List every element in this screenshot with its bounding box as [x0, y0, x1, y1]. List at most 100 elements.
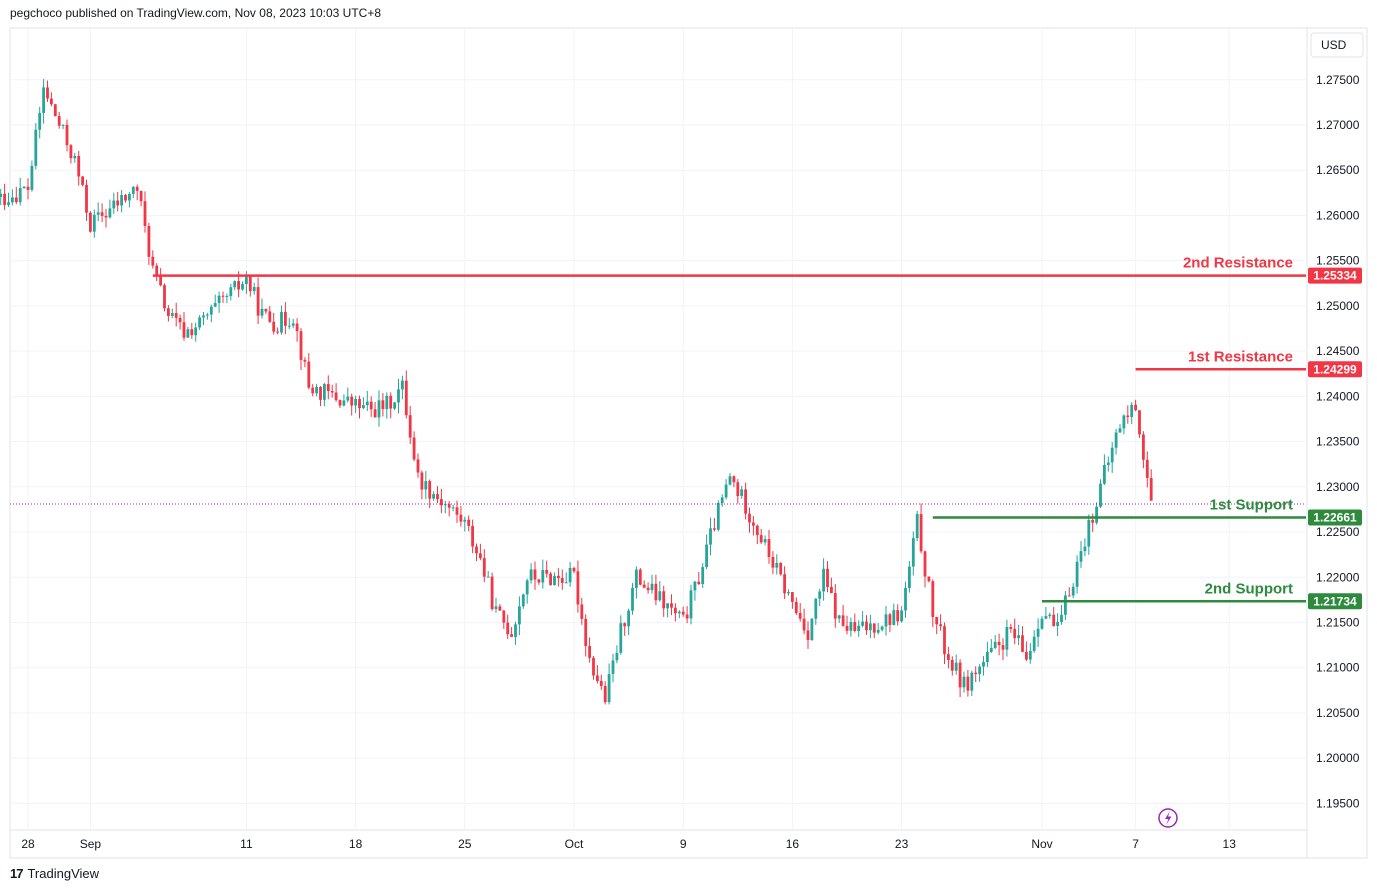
2nd-resistance-label: 2nd Resistance	[1183, 255, 1293, 272]
candle	[1060, 604, 1063, 625]
candle	[96, 202, 100, 221]
candle	[759, 529, 763, 545]
candle	[291, 318, 295, 329]
1st-resistance-value: 1.24299	[1313, 362, 1357, 376]
candle	[1025, 641, 1028, 662]
candle	[752, 516, 755, 536]
2nd-support-label: 2nd Support	[1205, 580, 1293, 597]
candle	[915, 510, 919, 542]
candle	[346, 387, 350, 403]
candle	[1114, 428, 1118, 455]
candle	[943, 622, 946, 664]
price-tick-label: 1.20500	[1316, 706, 1360, 720]
candle	[1048, 612, 1052, 619]
candle	[884, 605, 888, 636]
candle	[798, 602, 802, 622]
candle	[1028, 642, 1032, 664]
candle	[432, 491, 435, 501]
candle	[896, 604, 900, 626]
candle	[486, 571, 490, 578]
candle	[221, 291, 225, 303]
candle	[666, 603, 669, 618]
candle	[662, 585, 666, 617]
candle	[814, 597, 818, 625]
candle	[849, 617, 853, 637]
candle	[463, 516, 467, 532]
candle	[416, 453, 420, 478]
candle	[120, 190, 123, 213]
candle	[490, 572, 494, 611]
candle	[100, 203, 104, 222]
lightning-icon[interactable]	[1158, 808, 1178, 828]
candle	[564, 572, 568, 584]
candle	[966, 669, 970, 697]
candle	[810, 617, 814, 641]
candle	[779, 562, 783, 576]
candle	[256, 277, 260, 325]
candle	[287, 317, 291, 330]
candle	[958, 659, 962, 698]
candle	[1036, 618, 1040, 648]
candle	[143, 191, 147, 233]
candle	[131, 186, 135, 199]
candle	[108, 199, 112, 219]
candle	[428, 479, 432, 508]
price-axis[interactable]: 1.27500 1.27000 1.26500 1.26000 1.25500 1.250…	[1316, 73, 1360, 811]
candle	[385, 392, 389, 419]
candle	[404, 370, 408, 419]
time-tick-label: 23	[895, 837, 909, 851]
1st-resistance-label: 1st Resistance	[1188, 348, 1293, 365]
candle	[596, 665, 599, 684]
candle	[904, 581, 907, 618]
candle	[307, 353, 311, 390]
candle	[369, 396, 373, 417]
price-tick-label: 1.20000	[1316, 751, 1360, 765]
candle	[568, 561, 572, 587]
candle	[498, 603, 502, 611]
footer-brand: 17 TradingView	[10, 866, 99, 881]
candle	[373, 402, 377, 418]
candle	[931, 579, 935, 628]
candle	[0, 189, 3, 205]
candle	[65, 119, 69, 152]
candle	[997, 633, 1001, 656]
candle	[42, 79, 45, 124]
candle	[92, 209, 96, 238]
candle	[209, 304, 213, 323]
candle	[365, 390, 369, 411]
candle	[73, 152, 77, 163]
candle	[771, 551, 775, 575]
price-tick-label: 1.19500	[1316, 796, 1360, 810]
candle	[206, 312, 209, 320]
candle	[50, 92, 53, 107]
candle	[467, 515, 471, 532]
candle	[911, 531, 915, 576]
candle	[284, 302, 287, 334]
candle	[791, 592, 794, 609]
candle	[693, 580, 697, 601]
candle	[443, 500, 447, 514]
candle	[986, 641, 989, 668]
candle	[923, 550, 927, 588]
candle	[935, 616, 939, 635]
candle	[806, 621, 810, 649]
candle	[248, 275, 252, 297]
time-tick-label: Nov	[1031, 837, 1052, 851]
time-tick-label: 9	[680, 837, 687, 851]
candle	[939, 614, 942, 631]
time-axis[interactable]: 28 Sep 11 18 25 Oct 9 16 23 Nov 7 13	[21, 837, 1236, 851]
candle	[408, 406, 412, 444]
candle	[560, 569, 564, 590]
candle	[69, 144, 73, 164]
candle	[818, 588, 822, 607]
time-tick-label: 13	[1223, 837, 1237, 851]
price-tick-label: 1.25000	[1316, 299, 1360, 313]
candle	[436, 486, 439, 504]
candle	[459, 505, 463, 527]
price-tick-label: 1.25500	[1316, 254, 1360, 268]
candle	[252, 282, 256, 295]
1st-support-badge	[1308, 509, 1362, 526]
currency-button[interactable]: USD	[1310, 32, 1364, 58]
candle	[572, 566, 576, 574]
